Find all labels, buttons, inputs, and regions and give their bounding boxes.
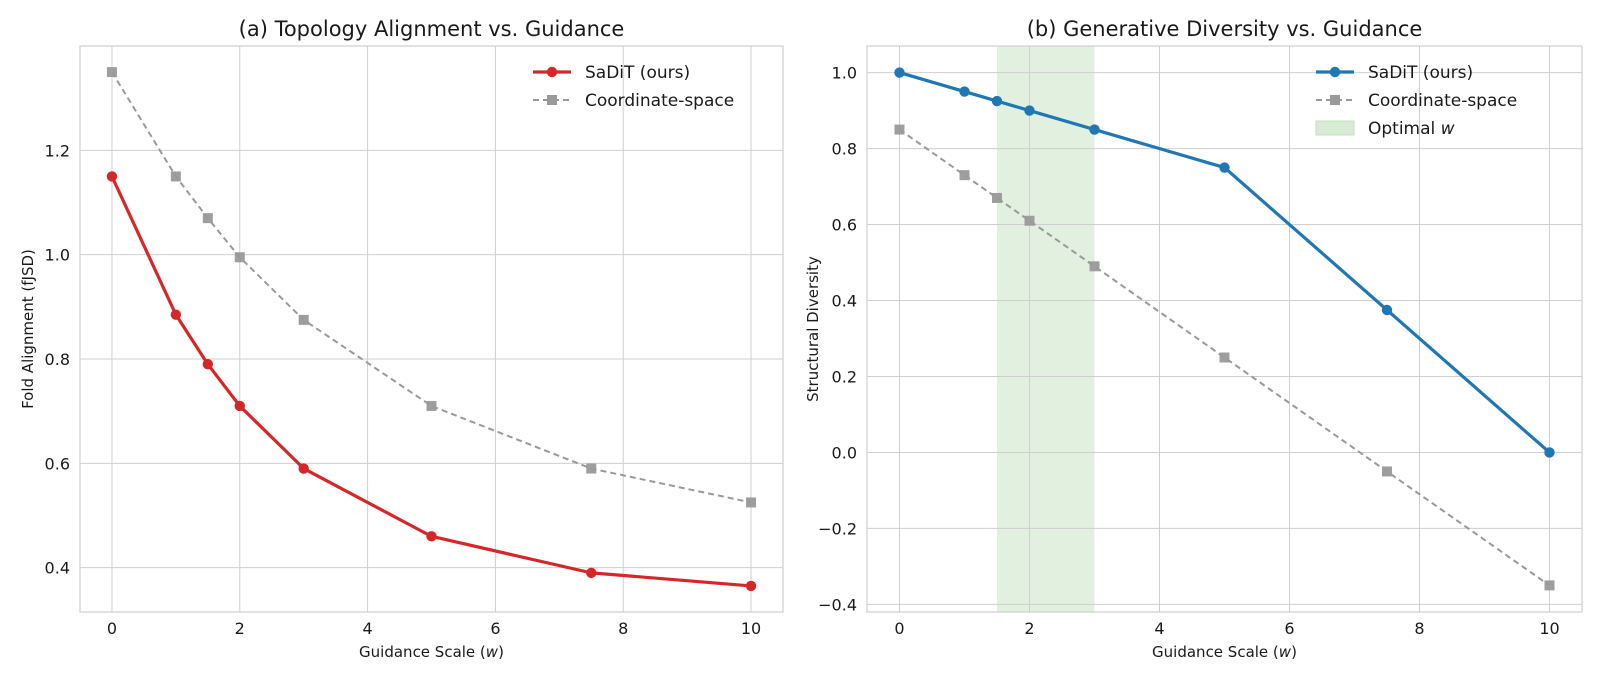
chart1-legend-label-1: SaDiT (ours) bbox=[585, 63, 690, 83]
chart2-legend-marker-1 bbox=[1329, 66, 1341, 78]
chart1-y-tick-label-1: 0.6 bbox=[45, 454, 70, 473]
chart2-series-1-line bbox=[899, 71, 1551, 454]
chart2-series-1-point-6 bbox=[1381, 304, 1393, 316]
chart1-plot-frame bbox=[79, 45, 784, 613]
chart2-series-2-point-3 bbox=[1024, 215, 1035, 226]
chart1-series-2-point-0 bbox=[106, 67, 117, 78]
chart2-series-1-point-2 bbox=[991, 95, 1003, 107]
chart1-series-2-point-3 bbox=[234, 252, 245, 263]
chart2-series-1 bbox=[894, 67, 1555, 458]
chart2-y-tick-label-7: 1.0 bbox=[832, 64, 857, 83]
chart2-legend-label-3: Optimal w bbox=[1368, 119, 1455, 139]
chart1-series-2-point-1 bbox=[170, 171, 181, 182]
chart1-series-2-point-7 bbox=[746, 497, 757, 508]
chart2-y-tick-label-3: 0.2 bbox=[832, 367, 857, 386]
chart2-legend-marker-2 bbox=[1330, 95, 1340, 105]
chart2-x-tick-label-0: 0 bbox=[894, 619, 904, 638]
chart1-y-tick-label-3: 1.0 bbox=[45, 246, 70, 265]
chart2-series-2 bbox=[894, 124, 1555, 591]
chart2-legend-label-2: Coordinate-space bbox=[1368, 91, 1517, 111]
chart2-plot-frame bbox=[866, 45, 1583, 613]
chart1-series-1-point-2 bbox=[202, 359, 214, 370]
chart2-series-1-point-4 bbox=[1089, 124, 1100, 135]
chart1-series-2-point-5 bbox=[426, 400, 437, 411]
chart1-series-1-point-4 bbox=[298, 463, 309, 474]
chart2-y-tick-label-6: 0.8 bbox=[832, 140, 857, 159]
chart1-series-1 bbox=[106, 171, 757, 592]
chart1-x-tick-label-2: 4 bbox=[362, 619, 372, 638]
chart1-x-tick-label-4: 8 bbox=[618, 619, 628, 638]
chart2-x-tick-label-5: 10 bbox=[1539, 619, 1559, 638]
chart2-x-axis-label: Guidance Scale (w) bbox=[1152, 643, 1297, 661]
chart1-x-tick-label-3: 6 bbox=[490, 619, 500, 638]
chart2: 0 2 4 6 8 10 −0.4 −0.2 0.0 0.2 0.4 0.6 0.8 1.0 (b) Gen… bbox=[804, 17, 1583, 661]
chart1-series-1-point-7 bbox=[745, 580, 757, 592]
chart1-series-1-point-6 bbox=[586, 567, 597, 579]
chart1-series-1-line bbox=[110, 175, 752, 588]
chart1-y-axis-label: Fold Alignment (fJSD) bbox=[19, 249, 37, 409]
chart2-series-1-point-5 bbox=[1219, 162, 1230, 173]
chart2-series-2-point-5 bbox=[1219, 352, 1230, 363]
chart2-series-1-point-7 bbox=[1544, 447, 1555, 458]
chart2-y-tick-label-5: 0.6 bbox=[832, 216, 857, 235]
chart1-legend-label-2: Coordinate-space bbox=[585, 91, 734, 111]
chart2-series-2-point-1 bbox=[959, 170, 970, 181]
chart1-series-2-point-6 bbox=[586, 463, 597, 474]
chart2-legend: SaDiT (ours) Coordinate-space Optimal w bbox=[1315, 63, 1517, 139]
chart1-series-1-point-0 bbox=[106, 171, 118, 182]
chart1-series-2-line bbox=[111, 71, 752, 504]
chart2-x-tick-label-2: 4 bbox=[1154, 619, 1164, 638]
chart1-x-tick-label-1: 2 bbox=[235, 619, 245, 638]
chart2-legend-label-1: SaDiT (ours) bbox=[1368, 63, 1473, 83]
chart1-y-tick-label-4: 1.2 bbox=[45, 141, 70, 160]
chart2-series-1-point-0 bbox=[894, 67, 905, 78]
chart1: 0 2 4 6 8 10 0.4 0.6 0.8 1.0 1.2 (a) Topology Align… bbox=[19, 17, 784, 661]
chart1-legend-marker-2 bbox=[547, 95, 557, 105]
chart2-series-2-point-4 bbox=[1089, 261, 1100, 272]
chart2-series-1-point-1 bbox=[959, 86, 970, 97]
chart1-legend: SaDiT (ours) Coordinate-space bbox=[533, 63, 734, 111]
chart2-y-tick-label-1: −0.2 bbox=[818, 519, 857, 538]
chart2-x-tick-label-4: 8 bbox=[1414, 619, 1424, 638]
chart2-x-tick-label-1: 2 bbox=[1024, 619, 1034, 638]
chart2-series-1-point-3 bbox=[1024, 105, 1035, 116]
chart1-series-2 bbox=[106, 67, 757, 508]
chart1-series-1-point-1 bbox=[170, 309, 182, 320]
chart1-x-tick-label-0: 0 bbox=[107, 619, 117, 638]
chart2-series-2-line bbox=[898, 128, 1551, 587]
chart2-series-2-point-6 bbox=[1382, 466, 1392, 477]
chart2-legend-patch bbox=[1315, 120, 1355, 136]
chart2-series-2-point-7 bbox=[1544, 580, 1555, 591]
chart1-x-axis-label: Guidance Scale (w) bbox=[359, 643, 504, 661]
chart1-series-1-point-3 bbox=[234, 400, 245, 412]
chart2-series-2-point-0 bbox=[894, 124, 905, 135]
chart1-x-tick-label-5: 10 bbox=[741, 619, 761, 638]
chart2-shaded-region bbox=[997, 46, 1095, 612]
chart1-y-tick-label-2: 0.8 bbox=[45, 350, 70, 369]
chart2-y-tick-label-0: −0.4 bbox=[818, 595, 857, 614]
chart1-legend-marker-1 bbox=[546, 66, 558, 78]
chart2-y-axis-label: Structural Diversity bbox=[804, 256, 822, 402]
chart2-y-tick-label-4: 0.4 bbox=[832, 292, 857, 311]
chart1-series-1-point-5 bbox=[426, 531, 437, 542]
chart1-series-2-point-2 bbox=[202, 213, 213, 224]
chart2-title: (b) Generative Diversity vs. Guidance bbox=[1027, 17, 1423, 41]
chart1-y-tick-label-0: 0.4 bbox=[45, 559, 70, 578]
chart2-y-tick-label-2: 0.0 bbox=[832, 443, 857, 462]
chart2-series-2-point-2 bbox=[992, 192, 1002, 203]
chart1-series-2-point-4 bbox=[298, 314, 309, 325]
chart1-title: (a) Topology Alignment vs. Guidance bbox=[239, 17, 625, 41]
chart2-x-tick-label-3: 6 bbox=[1284, 619, 1294, 638]
